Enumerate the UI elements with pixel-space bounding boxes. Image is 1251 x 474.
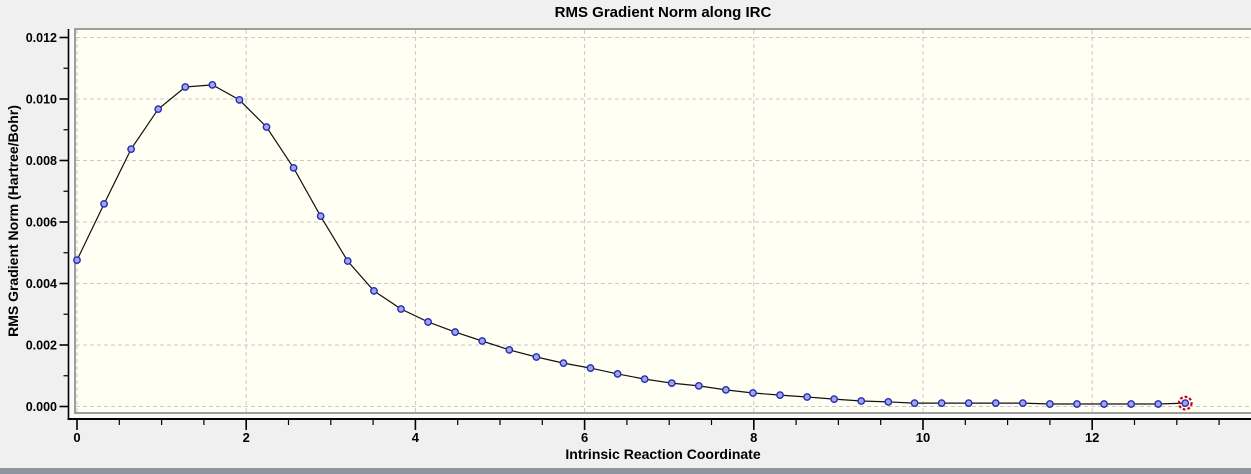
data-point[interactable] bbox=[235, 96, 244, 104]
data-point[interactable] bbox=[667, 379, 676, 388]
y-tick-label: 0.002 bbox=[26, 339, 57, 353]
x-tick-label: 2 bbox=[243, 430, 250, 445]
data-point[interactable] bbox=[127, 145, 136, 154]
data-point[interactable] bbox=[316, 212, 325, 221]
x-tick-label: 8 bbox=[750, 430, 757, 445]
data-point[interactable] bbox=[181, 83, 190, 91]
data-point[interactable] bbox=[532, 353, 541, 361]
selected-point-ring bbox=[1177, 395, 1193, 411]
data-point[interactable] bbox=[721, 385, 730, 394]
data-point[interactable] bbox=[613, 370, 622, 378]
data-point[interactable] bbox=[505, 346, 514, 354]
data-point[interactable] bbox=[910, 399, 919, 408]
data-point[interactable] bbox=[749, 389, 757, 397]
x-tick-label: 0 bbox=[73, 430, 80, 445]
y-axis-title: RMS Gradient Norm (Hartree/Bohr) bbox=[5, 105, 21, 337]
data-point[interactable] bbox=[884, 397, 893, 406]
data-point[interactable] bbox=[100, 199, 108, 208]
data-point[interactable] bbox=[830, 395, 839, 404]
data-point[interactable] bbox=[262, 123, 271, 131]
data-point[interactable] bbox=[1154, 400, 1163, 408]
data-point[interactable] bbox=[154, 105, 163, 114]
left-margin-strip bbox=[69, 29, 75, 413]
y-tick-label: 0.012 bbox=[26, 31, 57, 45]
y-tick-label: 0.000 bbox=[26, 400, 57, 414]
data-point[interactable] bbox=[343, 257, 352, 265]
data-point[interactable] bbox=[937, 399, 946, 408]
data-point[interactable] bbox=[1100, 400, 1108, 408]
bottom-status-bar bbox=[0, 468, 1251, 474]
data-point[interactable] bbox=[640, 375, 649, 384]
data-point[interactable] bbox=[1127, 400, 1136, 408]
plot-area[interactable] bbox=[75, 29, 1251, 413]
y-tick-label: 0.004 bbox=[26, 277, 57, 291]
data-point[interactable] bbox=[964, 399, 973, 408]
y-tick-label: 0.010 bbox=[26, 93, 57, 107]
x-tick-label: 6 bbox=[581, 430, 588, 445]
data-point[interactable] bbox=[397, 305, 405, 313]
y-tick-label: 0.008 bbox=[26, 154, 57, 168]
data-point[interactable] bbox=[586, 364, 595, 372]
data-point[interactable] bbox=[478, 337, 487, 345]
data-point[interactable] bbox=[991, 399, 1000, 408]
data-point[interactable] bbox=[289, 163, 298, 172]
data-point[interactable] bbox=[694, 381, 703, 390]
data-point[interactable] bbox=[857, 397, 866, 405]
data-point[interactable] bbox=[559, 359, 568, 368]
y-tick-label: 0.006 bbox=[26, 216, 57, 230]
series-line bbox=[76, 84, 1186, 405]
data-point[interactable] bbox=[451, 328, 460, 336]
x-tick-label: 10 bbox=[916, 430, 930, 445]
data-point[interactable] bbox=[424, 318, 432, 326]
plot-frame bbox=[74, 28, 1251, 414]
x-tick-label: 4 bbox=[412, 430, 420, 445]
data-point[interactable] bbox=[803, 393, 811, 401]
data-point[interactable] bbox=[776, 391, 784, 400]
data-point[interactable] bbox=[73, 256, 81, 265]
bottom-margin-strip bbox=[69, 414, 1251, 418]
data-point[interactable] bbox=[1073, 400, 1081, 408]
data-point[interactable] bbox=[370, 286, 378, 295]
data-point[interactable] bbox=[1018, 399, 1027, 408]
x-axis-title: Intrinsic Reaction Coordinate bbox=[565, 446, 761, 462]
data-point[interactable] bbox=[1181, 399, 1190, 408]
x-tick-label: 12 bbox=[1085, 430, 1099, 445]
chart-title: RMS Gradient Norm along IRC bbox=[554, 4, 772, 21]
data-point[interactable] bbox=[1046, 400, 1054, 408]
data-point[interactable] bbox=[208, 80, 217, 89]
